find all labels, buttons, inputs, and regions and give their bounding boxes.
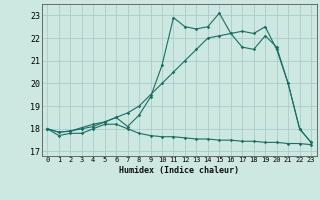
- X-axis label: Humidex (Indice chaleur): Humidex (Indice chaleur): [119, 166, 239, 175]
